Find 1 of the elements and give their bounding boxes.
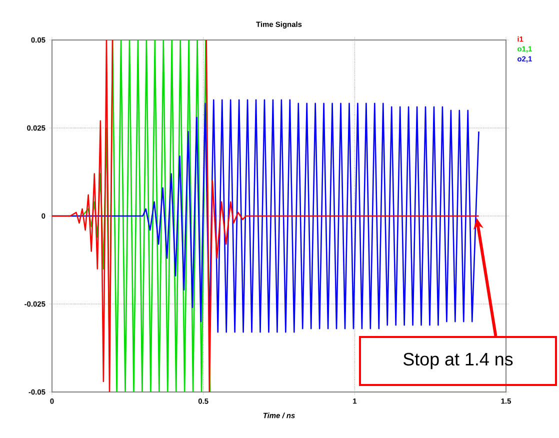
annotation: Stop at 1.4 ns bbox=[403, 352, 513, 370]
